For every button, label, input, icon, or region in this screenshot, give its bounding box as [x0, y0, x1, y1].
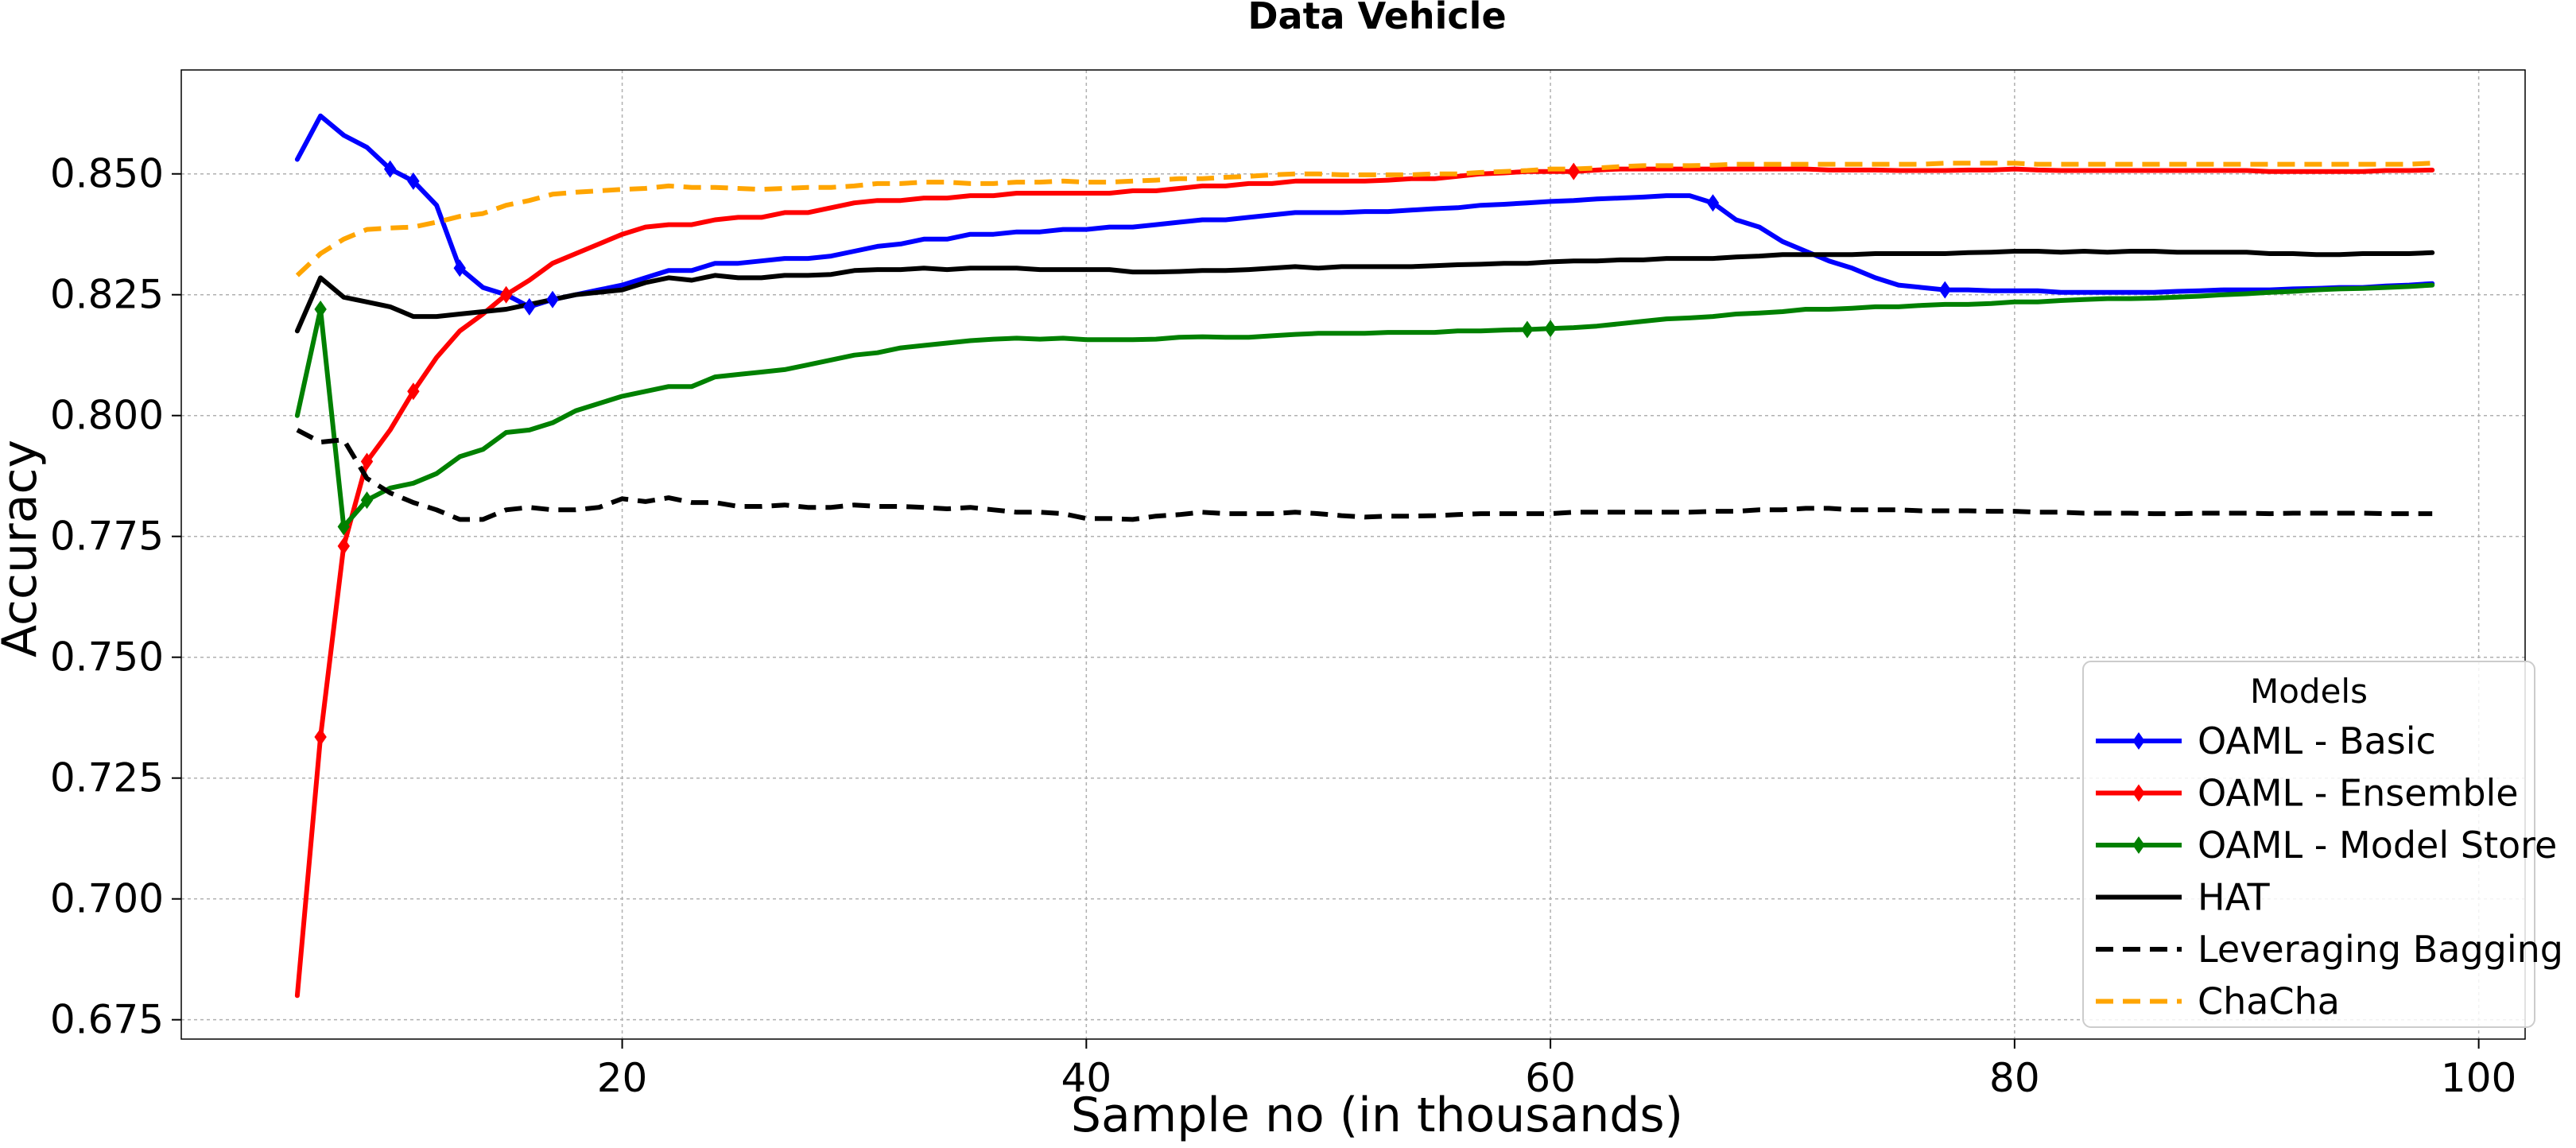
series-line-oaml-model-store — [294, 282, 2435, 529]
series-marker-oaml-model-store — [1544, 320, 1557, 338]
x-tick-label: 80 — [1989, 1055, 2040, 1101]
series-marker-oaml-ensemble — [407, 382, 420, 401]
legend-marker-oaml-model-store — [2132, 836, 2145, 854]
y-axis-label: Accuracy — [0, 440, 48, 657]
legend-label-oaml-basic: OAML - Basic — [2198, 719, 2436, 762]
y-tick-label: 0.775 — [50, 514, 164, 560]
series-marker-oaml-model-store — [360, 491, 374, 510]
legend-label-oaml-model-store: OAML - Model Store — [2198, 824, 2557, 867]
series-line-hat — [294, 249, 2435, 334]
series-marker-oaml-ensemble — [314, 728, 327, 747]
series-marker-oaml-model-store — [337, 518, 351, 536]
series-marker-oaml-ensemble — [499, 285, 513, 304]
legend-label-hat: HAT — [2198, 876, 2270, 919]
series-marker-oaml-basic — [523, 297, 536, 316]
series-marker-oaml-model-store — [314, 300, 327, 318]
series-markers — [314, 160, 1951, 747]
x-tick-label: 60 — [1525, 1055, 1576, 1101]
legend-label-oaml-ensemble: OAML - Ensemble — [2198, 772, 2519, 815]
x-tick-label: 20 — [597, 1055, 648, 1101]
x-axis-label: Sample no (in thousands) — [1071, 1088, 1683, 1143]
legend-marker-oaml-basic — [2132, 732, 2145, 750]
y-tick-label: 0.725 — [50, 755, 164, 801]
y-tick-label: 0.825 — [50, 272, 164, 318]
series-marker-oaml-model-store — [1521, 320, 1534, 339]
plot-area-frame — [180, 69, 2526, 1040]
series-line-oaml-basic — [294, 113, 2435, 309]
legend-marker-oaml-ensemble — [2132, 784, 2145, 802]
x-tick-label: 40 — [1061, 1055, 1112, 1101]
y-tick-label: 0.700 — [50, 876, 164, 922]
legend-label-chacha: ChaCha — [2198, 980, 2340, 1023]
series-line-oaml-ensemble — [294, 166, 2435, 999]
series-marker-oaml-ensemble — [360, 452, 374, 471]
series-line-chacha — [295, 161, 2433, 277]
chart-title: Data Vehicle — [1247, 0, 1506, 37]
y-tick-label: 0.800 — [50, 393, 164, 439]
legend-box — [2082, 661, 2535, 1028]
series-marker-oaml-ensemble — [337, 537, 351, 555]
series-line-leveraging-bagging — [296, 428, 2433, 522]
legend-entries: OAML - Basic OAML - Ensemble OAML - Model … — [2096, 719, 2563, 1023]
x-axis-ticks: 20 40 60 80 100 — [597, 1039, 2516, 1101]
y-tick-label: 0.675 — [50, 997, 164, 1043]
legend-title: Models — [2250, 672, 2368, 711]
series-marker-oaml-basic — [1706, 194, 1720, 212]
y-tick-label: 0.750 — [50, 634, 164, 681]
series-marker-oaml-basic — [383, 160, 397, 178]
legend-label-leveraging-bagging: Leveraging Bagging — [2198, 928, 2563, 971]
x-tick-label: 100 — [2441, 1055, 2516, 1101]
series-marker-oaml-basic — [453, 259, 466, 277]
y-axis-ticks: 0.675 0.700 0.725 0.750 0.775 0.800 0.825 0.850 — [50, 151, 181, 1043]
series-lines — [294, 113, 2435, 999]
y-tick-label: 0.850 — [50, 151, 164, 197]
series-marker-oaml-basic — [546, 290, 559, 308]
series-marker-oaml-basic — [407, 172, 420, 190]
series-marker-oaml-basic — [1938, 281, 1951, 299]
series-marker-oaml-ensemble — [1567, 162, 1580, 180]
